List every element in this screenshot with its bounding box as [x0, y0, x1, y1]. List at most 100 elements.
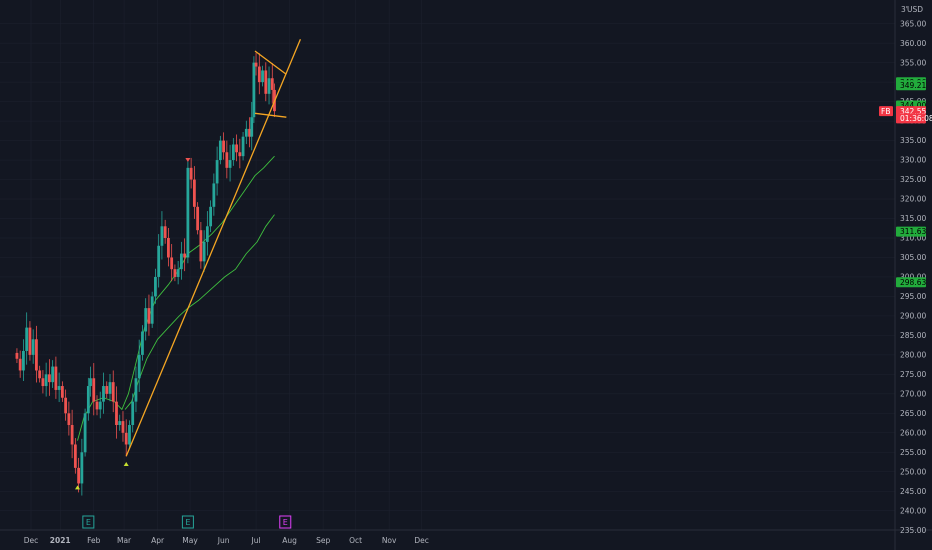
candle-body	[241, 136, 245, 157]
candle-body	[264, 70, 268, 94]
earnings-event-label: E	[185, 518, 190, 527]
candle-body	[257, 66, 261, 83]
x-tick-label: 2021	[50, 536, 71, 545]
buy-signal-marker	[75, 485, 81, 490]
x-tick-label: Sep	[316, 536, 330, 545]
candle-body	[111, 382, 115, 402]
candle-body	[192, 179, 196, 207]
y-tick-label: 290.00	[900, 312, 926, 321]
candle-body	[170, 257, 174, 270]
x-axis[interactable]: Dec 2021 Feb Mar Apr May Jun Jul Aug Sep Oct Nov Dec	[24, 536, 429, 545]
candle-body	[118, 421, 122, 426]
candle-body	[98, 401, 102, 410]
candle-body	[73, 444, 77, 468]
candle-body	[67, 413, 71, 426]
candle-body	[183, 253, 187, 258]
y-tick-label: 240.00	[900, 506, 926, 515]
y-tick-label: 310.00	[900, 234, 926, 243]
candle-body	[189, 167, 193, 180]
y-axis[interactable]: 3' USD 235.00 240.00 245.00 250.00 255.00 260…	[900, 5, 926, 535]
x-tick-label: Dec	[24, 536, 39, 545]
candle-body	[47, 374, 51, 383]
candle-body	[18, 358, 22, 371]
y-tick-label: 260.00	[900, 428, 926, 437]
y-tick-label: 295.00	[900, 292, 926, 301]
earnings-event-icon[interactable]	[279, 515, 292, 529]
currency-label: USD	[907, 5, 923, 14]
candle-body	[261, 70, 264, 83]
candle-body	[83, 413, 87, 453]
x-tick-label: Feb	[87, 536, 101, 545]
y-tick-label: 280.00	[900, 350, 926, 359]
candle-body	[248, 128, 251, 137]
candle-body	[238, 152, 242, 157]
x-tick-label: Dec	[414, 536, 429, 545]
candle-body	[92, 378, 96, 402]
candle-body	[115, 401, 118, 426]
price-tag-value: 342.55	[900, 107, 926, 116]
candle-body	[131, 401, 135, 426]
moving-average-line	[77, 155, 275, 441]
y-tick-label: 325.00	[900, 175, 926, 184]
candle-body	[154, 276, 157, 297]
trendline[interactable]	[254, 112, 287, 118]
y-tick-label: 235.00	[900, 526, 926, 535]
y-tick-label: 250.00	[900, 467, 926, 476]
earnings-event-icon[interactable]	[181, 515, 194, 529]
candle-body	[86, 386, 90, 414]
y-tick-label: 355.00	[900, 58, 926, 67]
candle-body	[222, 140, 225, 153]
candle-body	[77, 467, 81, 484]
y-tick-label: 365.00	[900, 19, 926, 28]
trendlines[interactable]	[125, 39, 302, 457]
price-tag-value: 311.63	[900, 227, 926, 236]
buy-signal-marker	[123, 461, 129, 466]
trendline[interactable]	[125, 39, 302, 457]
interval-label: 3'	[901, 5, 908, 14]
candle-body	[267, 78, 271, 94]
price-tags: 349.96349.21344.00342.55FB01:36:08311.63…	[879, 77, 932, 288]
x-tick-label: Aug	[282, 536, 297, 545]
candle-body	[89, 378, 92, 387]
candle-body	[64, 397, 68, 414]
candle-body	[157, 245, 161, 277]
candle-body	[121, 421, 125, 433]
y-tick-label: 300.00	[900, 273, 926, 282]
candle-body	[215, 160, 219, 184]
candle-body	[160, 226, 164, 246]
sell-signal-marker	[185, 158, 191, 163]
x-tick-label: Apr	[151, 536, 165, 545]
candle-body	[244, 128, 248, 137]
price-tag	[896, 226, 926, 237]
candle-body	[105, 386, 109, 394]
signal-markers	[75, 158, 191, 490]
symbol-tag-label: FB	[881, 107, 890, 116]
candle-body	[186, 167, 190, 258]
candle-body	[128, 425, 131, 445]
candle-body	[134, 378, 138, 402]
x-tick-label: Mar	[117, 536, 132, 545]
candle-body	[35, 339, 38, 371]
candle-body	[28, 327, 32, 355]
candle-body	[31, 339, 35, 355]
y-tick-label: 275.00	[900, 370, 926, 379]
candle-body	[102, 386, 105, 402]
x-tick-label: Nov	[382, 536, 397, 545]
candle-body	[218, 140, 222, 161]
candle-body	[57, 386, 61, 390]
candle-body	[212, 183, 216, 207]
candle-body	[270, 78, 274, 90]
y-tick-label: 255.00	[900, 448, 926, 457]
earnings-event-label: E	[283, 518, 288, 527]
candle-body	[199, 230, 203, 262]
candle-body	[41, 378, 45, 387]
candle-body	[250, 117, 254, 137]
trendline[interactable]	[254, 50, 287, 75]
x-tick-label: Jun	[217, 536, 230, 545]
candle-body	[22, 350, 25, 371]
moving-averages	[77, 155, 275, 441]
earnings-event-icon[interactable]	[82, 515, 95, 529]
